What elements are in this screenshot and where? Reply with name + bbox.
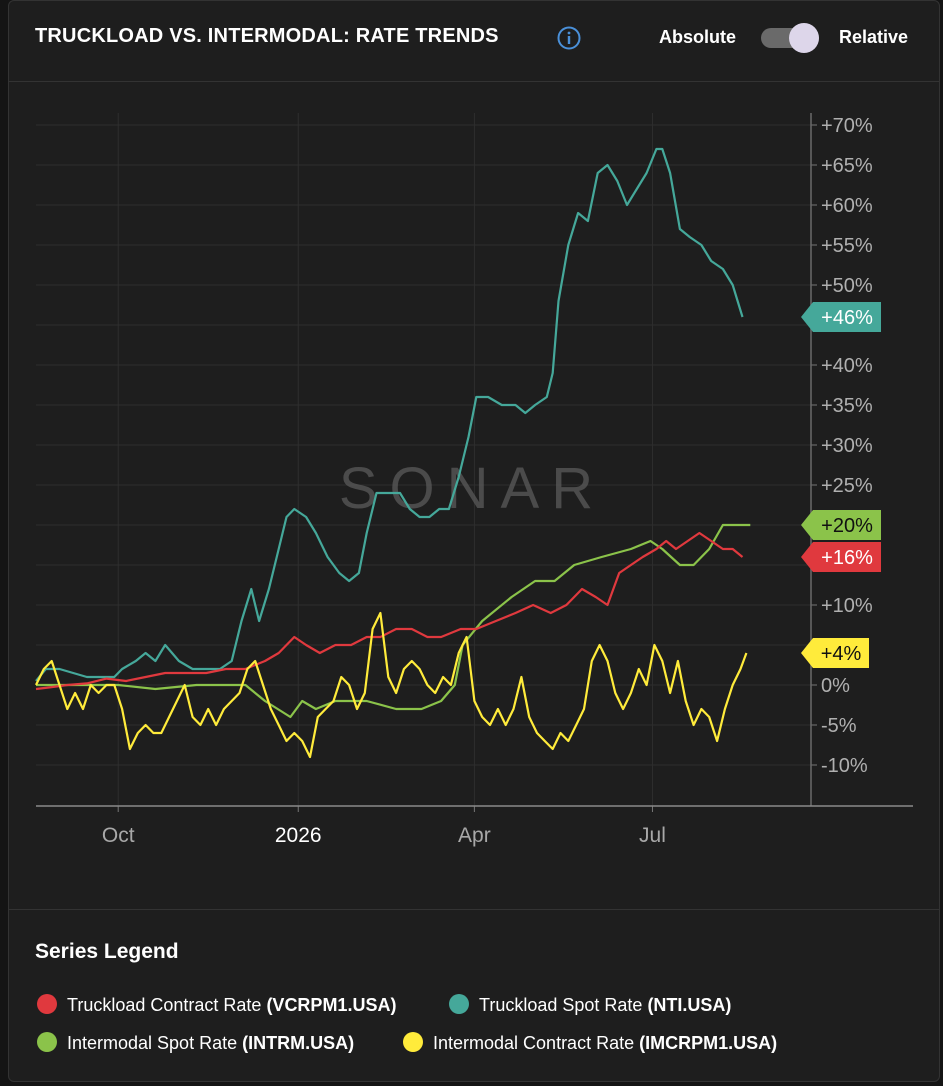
end-label-tag — [801, 638, 869, 668]
chart-area: SONAR +70%+65%+60%+55%+50%+45%+40%+35%+3… — [9, 83, 940, 909]
legend-item-intermodal-spot[interactable]: Intermodal Spot Rate (INTRM.USA) — [37, 1032, 354, 1054]
legend-item-code: (VCRPM1.USA) — [266, 995, 397, 1015]
x-tick-label: Oct — [102, 824, 135, 847]
end-labels: +46% +20% +16% +4% — [801, 302, 881, 668]
y-tick-label: +10% — [821, 595, 873, 617]
series-layer — [35, 147, 751, 759]
legend-item-code: (NTI.USA) — [647, 995, 732, 1015]
toggle-knob[interactable] — [789, 23, 819, 53]
legend-dot-teal — [449, 994, 469, 1014]
legend-item-name: Intermodal Contract Rate — [433, 1033, 635, 1053]
y-tick-label: +30% — [821, 435, 873, 457]
y-tick-label: +55% — [821, 235, 873, 257]
chart-header: TRUCKLOAD VS. INTERMODAL: RATE TRENDS Ab… — [9, 1, 939, 82]
legend-item-code: (IMCRPM1.USA) — [639, 1033, 778, 1053]
legend-dot-red — [37, 994, 57, 1014]
y-tick-label: +60% — [821, 195, 873, 217]
grid-layer — [36, 113, 811, 806]
y-tick-label: +50% — [821, 275, 873, 297]
toggle-relative-label[interactable]: Relative — [839, 27, 909, 47]
end-label-0: +46% — [801, 302, 881, 332]
end-label-tag — [801, 302, 881, 332]
legend-dot-green — [37, 1032, 57, 1052]
y-tick-label: +35% — [821, 395, 873, 417]
series-line-1 — [36, 523, 751, 719]
series-line-0 — [35, 147, 744, 682]
end-label-text: +20% — [821, 515, 873, 537]
x-tick-label: 2026 — [275, 824, 322, 847]
y-tick-label: -10% — [821, 755, 868, 777]
y-tick-label: +70% — [821, 115, 873, 137]
legend-item-name: Truckload Spot Rate — [479, 995, 643, 1015]
x-tick-label: Apr — [458, 824, 491, 847]
end-label-text: +4% — [821, 643, 862, 665]
series-legend: Series Legend Truckload Contract Rate (V… — [9, 909, 939, 1081]
legend-dot-yellow — [403, 1032, 423, 1052]
y-tick-label: +65% — [821, 155, 873, 177]
end-label-1: +20% — [801, 510, 881, 540]
end-label-3: +4% — [801, 638, 869, 668]
info-icon[interactable] — [557, 26, 581, 50]
series-line-3 — [35, 611, 748, 759]
end-label-tag — [801, 542, 881, 572]
legend-item-truckload-contract[interactable]: Truckload Contract Rate (VCRPM1.USA) — [37, 994, 396, 1016]
chart-card: TRUCKLOAD VS. INTERMODAL: RATE TRENDS Ab… — [8, 0, 940, 1082]
toggle-absolute-label[interactable]: Absolute — [659, 27, 737, 47]
y-tick-label: +25% — [821, 475, 873, 497]
sonar-watermark: SONAR — [339, 456, 605, 521]
legend-item-code: (INTRM.USA) — [242, 1033, 355, 1053]
legend-item-intermodal-contract[interactable]: Intermodal Contract Rate (IMCRPM1.USA) — [403, 1032, 777, 1054]
x-tick-label: Jul — [639, 824, 666, 847]
line-chart[interactable]: SONAR +70%+65%+60%+55%+50%+45%+40%+35%+3… — [9, 83, 940, 909]
legend-item-truckload-spot[interactable]: Truckload Spot Rate (NTI.USA) — [449, 994, 731, 1016]
y-tick-label: +40% — [821, 355, 873, 377]
end-label-text: +46% — [821, 307, 873, 329]
y-tick-label: -5% — [821, 715, 857, 737]
legend-item-name: Truckload Contract Rate — [67, 995, 262, 1015]
end-label-2: +16% — [801, 542, 881, 572]
chart-title: TRUCKLOAD VS. INTERMODAL: RATE TRENDS — [35, 25, 499, 47]
end-label-tag — [801, 510, 881, 540]
legend-title: Series Legend — [35, 940, 179, 963]
absolute-relative-toggle[interactable] — [761, 23, 821, 53]
end-label-text: +16% — [821, 547, 873, 569]
legend-item-name: Intermodal Spot Rate — [67, 1033, 238, 1053]
series-line-2 — [35, 531, 744, 691]
y-tick-label: 0% — [821, 675, 850, 697]
